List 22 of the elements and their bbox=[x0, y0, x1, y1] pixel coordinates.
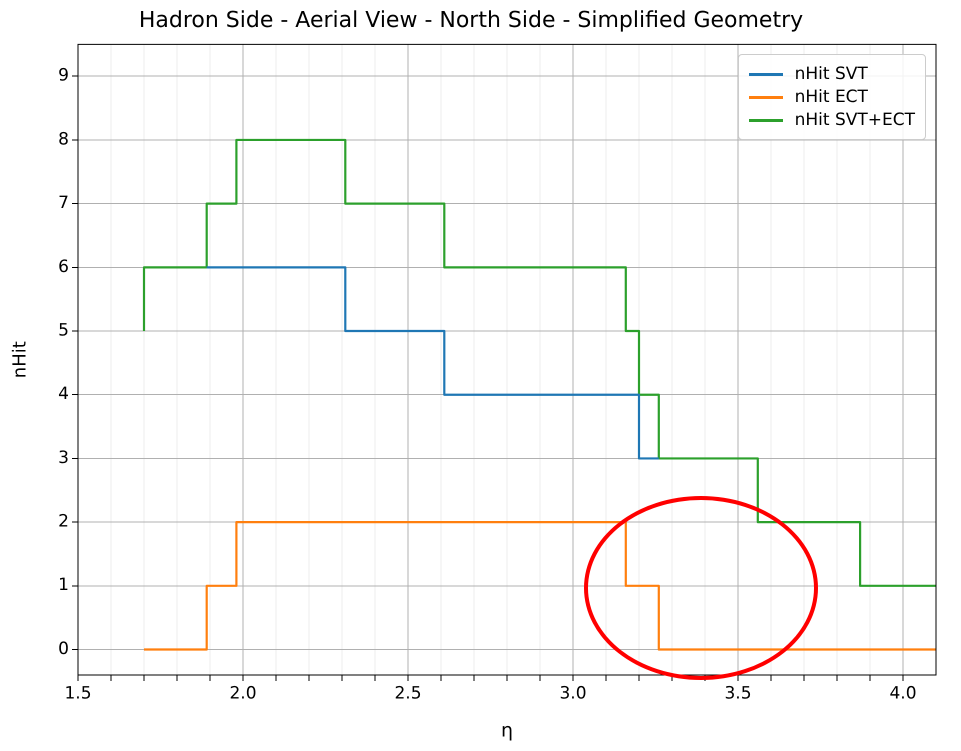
x-tick-label: 3.0 bbox=[559, 684, 587, 704]
y-tick-label: 9 bbox=[58, 66, 69, 86]
y-tick-label: 3 bbox=[58, 448, 69, 468]
x-tick-label: 1.5 bbox=[64, 684, 92, 704]
y-tick-label: 5 bbox=[58, 320, 69, 340]
x-tick-label: 2.0 bbox=[229, 684, 257, 704]
y-tick-label: 1 bbox=[58, 575, 69, 596]
y-tick-label: 7 bbox=[58, 193, 69, 214]
y-tick-label: 8 bbox=[58, 129, 69, 150]
x-tick-label: 3.5 bbox=[724, 684, 752, 704]
chart-title: Hadron Side - Aerial View - North Side - Simplified Geometry bbox=[138, 8, 804, 33]
y-tick-label: 6 bbox=[58, 256, 69, 277]
y-axis-title: nHit bbox=[9, 341, 30, 378]
legend-label: nHit ECT bbox=[794, 87, 868, 108]
x-tick-label: 4.0 bbox=[889, 684, 917, 704]
y-tick-label: 4 bbox=[58, 384, 69, 404]
legend-label: nHit SVT+ECT bbox=[794, 110, 915, 130]
y-tick-label: 2 bbox=[58, 512, 69, 532]
y-tick-label: 0 bbox=[58, 638, 69, 659]
legend-label: nHit SVT bbox=[794, 64, 868, 84]
x-axis-title: η bbox=[500, 720, 514, 742]
x-tick-label: 2.5 bbox=[394, 684, 422, 704]
